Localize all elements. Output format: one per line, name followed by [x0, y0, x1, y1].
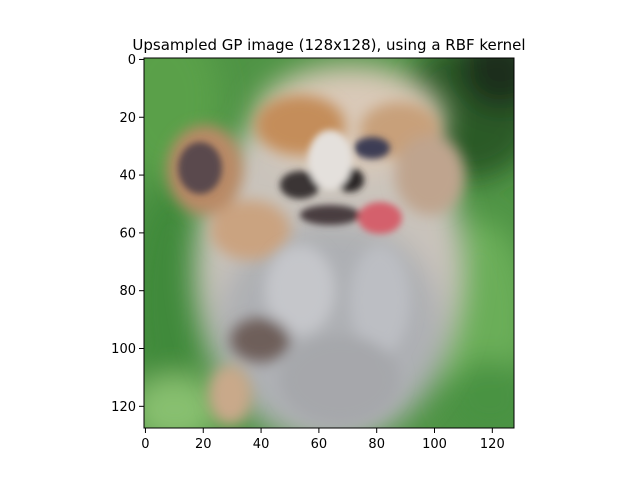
image-plot — [144, 58, 514, 428]
y-tick-label: 20 — [119, 111, 136, 126]
y-tick-label: 100 — [111, 342, 136, 357]
x-tick-label: 0 — [141, 437, 149, 452]
chart-title: Upsampled GP image (128x128), using a RB… — [132, 36, 525, 54]
y-tick-label: 80 — [119, 284, 136, 299]
y-tick-label: 0 — [128, 53, 136, 68]
x-tick-label: 60 — [311, 437, 328, 452]
y-tick-label: 40 — [119, 169, 136, 184]
y-axis: 0 20 40 60 80 100 120 — [111, 53, 144, 415]
x-axis: 0 20 40 60 80 100 120 — [141, 428, 505, 452]
y-tick-label: 60 — [119, 226, 136, 241]
tongue — [358, 202, 402, 234]
left-eye — [280, 171, 320, 199]
x-tick-label: 100 — [422, 437, 447, 452]
x-tick-label: 120 — [480, 437, 505, 452]
right-eye — [354, 137, 390, 159]
y-tick-label: 120 — [111, 400, 136, 415]
axes-frame — [143, 57, 515, 429]
x-tick-label: 40 — [253, 437, 270, 452]
mouth — [300, 205, 360, 225]
dog — [167, 65, 465, 428]
x-tick-label: 20 — [195, 437, 212, 452]
left-ear-shadow — [178, 142, 222, 194]
x-tick-label: 80 — [368, 437, 385, 452]
